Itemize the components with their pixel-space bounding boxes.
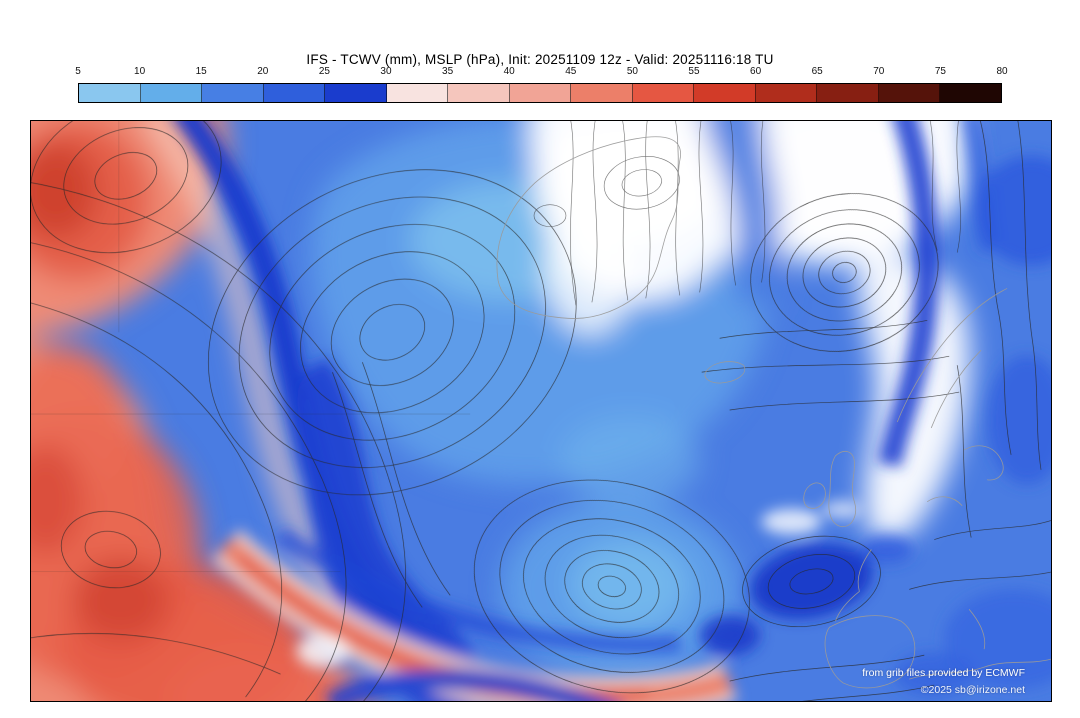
colorbar-segment <box>448 84 510 102</box>
colorbar-tick-label: 50 <box>626 66 638 77</box>
colorbar-tick-label: 40 <box>503 66 515 77</box>
colorbar-segment <box>817 84 879 102</box>
colorbar-segment <box>940 84 1001 102</box>
chart-title: IFS - TCWV (mm), MSLP (hPa), Init: 20251… <box>306 52 774 67</box>
colorbar-ticks: 5 10 15 20 25 30 35 40 45 50 55 60 65 70 75 80 <box>75 66 1007 80</box>
colorbar-tick-label: 80 <box>996 66 1008 77</box>
colorbar-segment <box>694 84 756 102</box>
colorbar-segment <box>571 84 633 102</box>
colorbar-segment <box>878 84 941 102</box>
colorbar-segment <box>79 84 141 102</box>
colorbar-tick-label: 15 <box>195 66 207 77</box>
colorbar-tick-label: 35 <box>442 66 454 77</box>
colorbar-segment <box>325 84 387 102</box>
colorbar-tick-label: 45 <box>565 66 577 77</box>
colorbar-segment <box>386 84 449 102</box>
colorbar-segments <box>78 83 1002 103</box>
colorbar-tick-label: 75 <box>934 66 946 77</box>
weather-map <box>31 121 1051 701</box>
colorbar-segment <box>140 84 203 102</box>
colorbar-tick-label: 65 <box>811 66 823 77</box>
tcwv-colorbar: 5 10 15 20 25 30 35 40 45 50 55 60 65 70 75 80 <box>75 66 1008 106</box>
colorbar-tick-label: 55 <box>688 66 700 77</box>
colorbar-segment <box>263 84 326 102</box>
colorbar-tick-label: 70 <box>873 66 885 77</box>
colorbar-tick-label: 25 <box>318 66 330 77</box>
colorbar-tick-label: 5 <box>75 66 81 77</box>
mslp-contours <box>31 121 1051 701</box>
attribution-copyright: ©2025 sb@irizone.net <box>920 684 1025 696</box>
attribution-ecmwf: from grib files provided by ECMWF <box>862 667 1025 679</box>
colorbar-tick-label: 10 <box>134 66 146 77</box>
tcwv-shading-bands <box>175 121 1051 701</box>
colorbar-segment <box>509 84 572 102</box>
colorbar-tick-label: 60 <box>750 66 762 77</box>
coastlines <box>496 136 1051 689</box>
tcwv-shading-soft <box>31 121 970 701</box>
colorbar-segment <box>202 84 264 102</box>
graticule <box>31 121 471 572</box>
colorbar-segment <box>632 84 695 102</box>
colorbar-tick-label: 30 <box>380 66 392 77</box>
colorbar-segment <box>755 84 818 102</box>
weather-map-frame: from grib files provided by ECMWF ©2025 … <box>30 120 1052 702</box>
colorbar-tick-label: 20 <box>257 66 269 77</box>
